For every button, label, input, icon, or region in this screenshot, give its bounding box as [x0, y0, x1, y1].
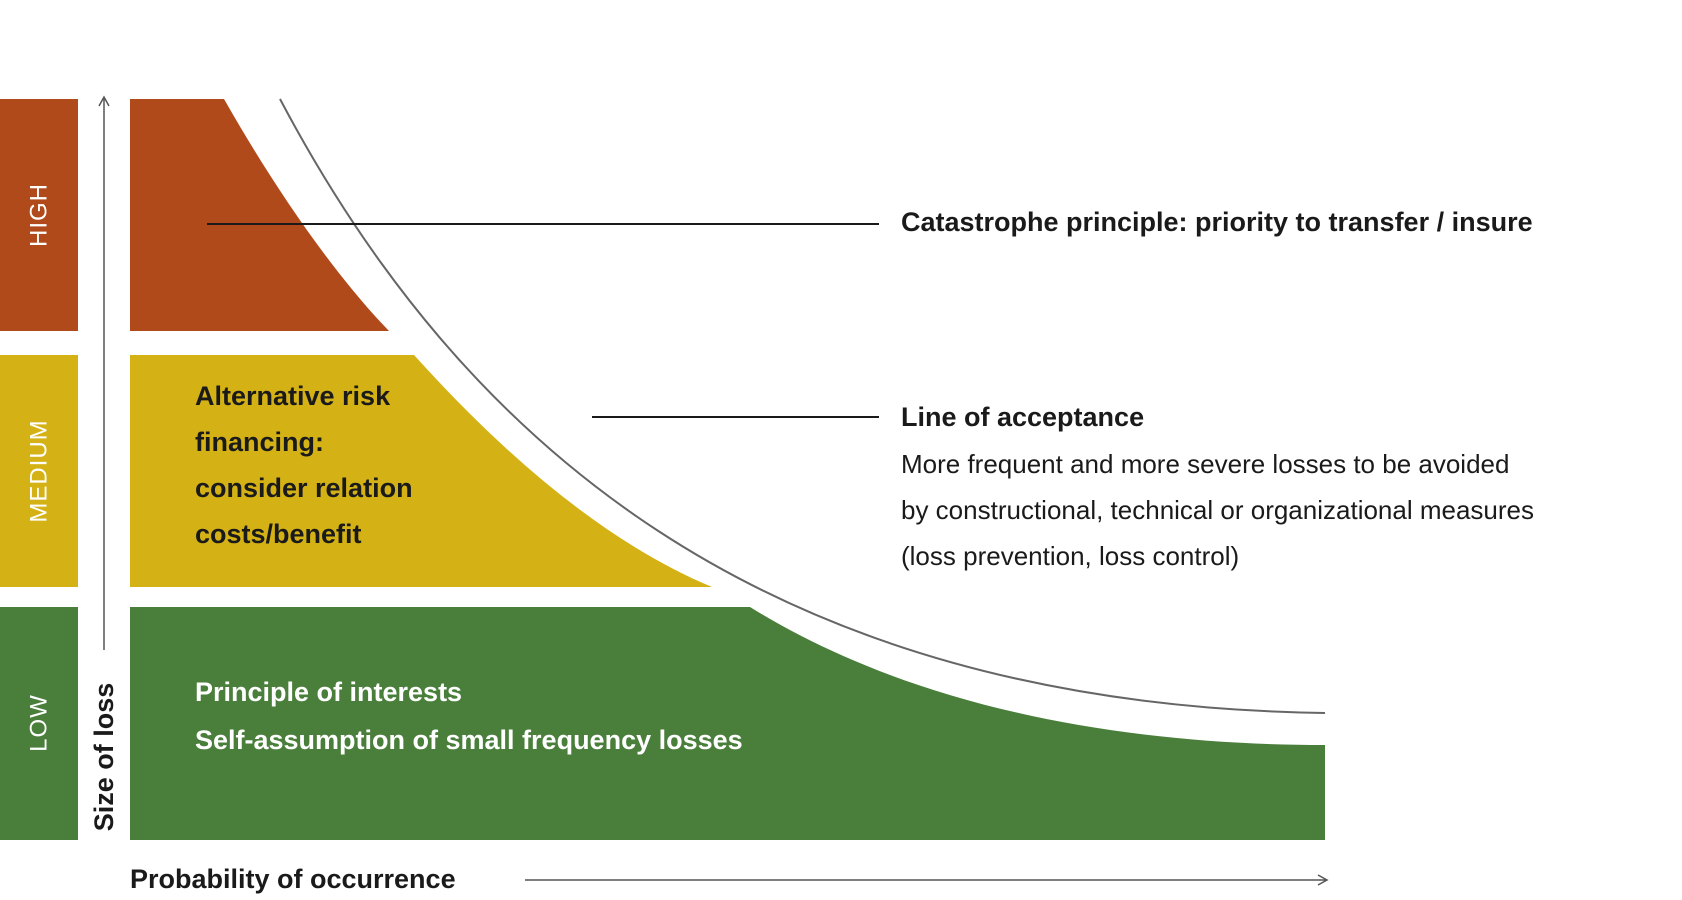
level-label: MEDIUM	[25, 419, 52, 522]
low-region	[130, 607, 1325, 840]
low-band	[0, 607, 78, 840]
high-region	[130, 99, 389, 331]
level-label: HIGH	[25, 183, 52, 247]
catastrophe-label: Catastrophe principle: priority to trans…	[901, 207, 1533, 237]
medium-text: financing:	[195, 427, 324, 457]
medium-text: Alternative risk	[195, 381, 391, 411]
low-text: Principle of interests	[195, 677, 462, 707]
x-axis-label: Probability of occurrence	[130, 864, 456, 894]
medium-text: costs/benefit	[195, 519, 362, 549]
y-axis-label: Size of loss	[89, 683, 119, 832]
medium-band	[0, 355, 78, 587]
acceptance-curve	[279, 98, 1326, 714]
acceptance-text: (loss prevention, loss control)	[901, 541, 1239, 571]
acceptance-text: by constructional, technical or organiza…	[901, 495, 1534, 525]
medium-text: consider relation	[195, 473, 413, 503]
medium-region	[130, 355, 712, 587]
level-label: LOW	[25, 694, 52, 752]
high-band	[0, 99, 78, 331]
acceptance-title: Line of acceptance	[901, 402, 1144, 432]
low-text: Self-assumption of small frequency losse…	[195, 725, 743, 755]
acceptance-text: More frequent and more severe losses to …	[901, 449, 1509, 479]
